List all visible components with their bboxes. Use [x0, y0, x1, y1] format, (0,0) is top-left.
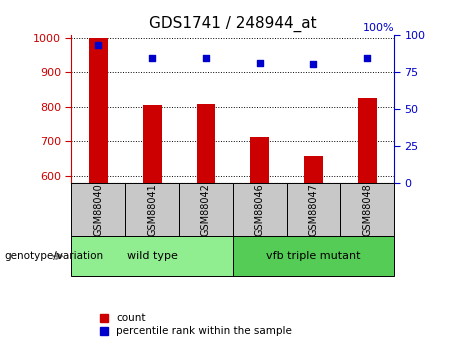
Point [148, 56, 156, 61]
Text: vfb triple mutant: vfb triple mutant [266, 251, 361, 261]
Bar [304, 156, 323, 183]
Text: GSM88047: GSM88047 [308, 183, 319, 236]
Bar [250, 137, 269, 183]
Text: wild type: wild type [127, 251, 177, 261]
Bar [287, 183, 340, 236]
Text: genotype/variation: genotype/variation [5, 251, 104, 261]
Title: GDS1741 / 248944_at: GDS1741 / 248944_at [149, 16, 317, 32]
Bar [89, 38, 108, 183]
Bar [143, 105, 161, 183]
Bar [71, 236, 233, 276]
Point [364, 56, 371, 61]
Bar [125, 183, 179, 236]
Bar [179, 183, 233, 236]
Bar [71, 183, 125, 236]
Point [95, 42, 102, 48]
Bar [340, 183, 394, 236]
Text: GSM88040: GSM88040 [93, 183, 103, 236]
Text: GSM88041: GSM88041 [147, 183, 157, 236]
Bar [358, 98, 377, 183]
Point [202, 56, 210, 61]
Bar [233, 183, 287, 236]
Bar [196, 104, 215, 183]
Text: 100%: 100% [362, 23, 394, 33]
Text: GSM88048: GSM88048 [362, 183, 372, 236]
Point [256, 60, 263, 66]
Point [310, 61, 317, 67]
Bar [233, 236, 394, 276]
Text: GSM88042: GSM88042 [201, 183, 211, 236]
Text: GSM88046: GSM88046 [254, 183, 265, 236]
Legend: count, percentile rank within the sample: count, percentile rank within the sample [100, 313, 292, 336]
